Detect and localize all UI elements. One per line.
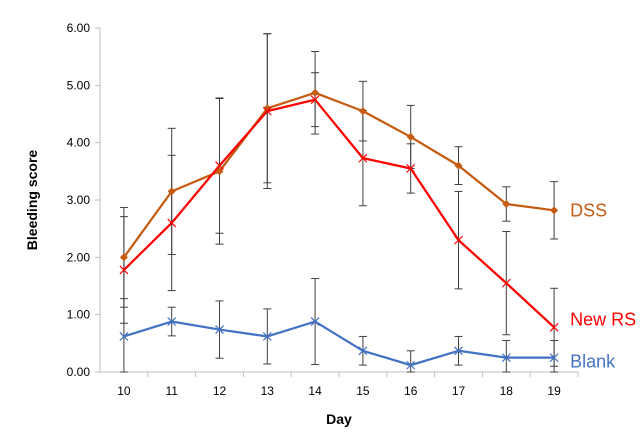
dss-data-point [358, 107, 367, 116]
series-lines [122, 91, 555, 367]
x-axis-ticks: 10 11 12 13 14 15 16 17 18 19 [117, 372, 579, 398]
blank-data-point [119, 332, 129, 341]
x-tick-label: 17 [452, 384, 466, 398]
y-tick-label: 2.00 [67, 250, 91, 264]
x-tick-label: 19 [547, 384, 561, 398]
dss-data-point [550, 206, 559, 215]
x-axis-title: Day [326, 411, 352, 427]
new-rs-data-point [310, 95, 320, 105]
x-tick-label: 11 [165, 384, 178, 398]
new-rs-data-point [262, 106, 272, 116]
new-rs-data-point [501, 278, 511, 288]
blank-data-point [501, 353, 511, 363]
series-markers [119, 88, 559, 370]
blank-data-point [549, 353, 559, 363]
x-tick-label: 14 [308, 384, 322, 398]
blank-data-point [167, 317, 177, 326]
blank-series-label: Blank [570, 352, 616, 372]
dss-series-line [122, 91, 555, 258]
new-rs-data-point [215, 161, 224, 171]
new-rs-data-point [549, 322, 559, 332]
x-tick-label: 13 [261, 384, 275, 398]
blank-data-point [406, 360, 416, 370]
dss-data-point [119, 253, 128, 262]
new-rs-data-point [358, 153, 368, 163]
x-tick-label: 16 [404, 384, 418, 398]
y-tick-label: 4.00 [67, 136, 91, 150]
error-bars [119, 33, 559, 373]
new-rs-series-line [123, 98, 555, 329]
dss-data-point [263, 104, 272, 113]
dss-data-point [454, 161, 463, 170]
y-tick-label: 3.00 [67, 193, 91, 207]
blank-series-line [123, 320, 555, 367]
y-axis-title: Bleeding score [24, 150, 40, 251]
y-tick-label: 5.00 [67, 78, 91, 92]
blank-data-point [454, 346, 463, 356]
series-labels: DSS New RS Blank [570, 200, 636, 371]
y-tick-label: 1.00 [67, 308, 91, 322]
dss-data-point [167, 187, 176, 196]
y-axis-ticks: 0.00 1.00 2.00 3.00 4.00 5.00 6.00 [67, 21, 100, 379]
x-tick-label: 12 [213, 384, 227, 398]
dss-data-point [502, 200, 511, 209]
y-tick-label: 0.00 [67, 365, 91, 379]
dss-data-point [311, 88, 320, 97]
new-rs-data-point [167, 218, 177, 228]
new-rs-data-point [406, 164, 416, 173]
x-tick-label: 10 [117, 384, 131, 398]
blank-data-point [262, 332, 272, 341]
new-rs-data-point [119, 265, 129, 275]
dss-data-point [406, 132, 415, 141]
blank-data-point [215, 325, 224, 334]
new-rs-series-label: New RS [570, 309, 636, 329]
y-tick-label: 6.00 [67, 21, 91, 35]
blank-data-point [310, 317, 320, 326]
dss-data-point [215, 167, 224, 176]
new-rs-data-point [454, 235, 463, 245]
blank-data-point [358, 346, 368, 356]
x-tick-label: 18 [500, 384, 514, 398]
x-tick-label: 15 [356, 384, 370, 398]
dss-series-label: DSS [570, 200, 607, 220]
